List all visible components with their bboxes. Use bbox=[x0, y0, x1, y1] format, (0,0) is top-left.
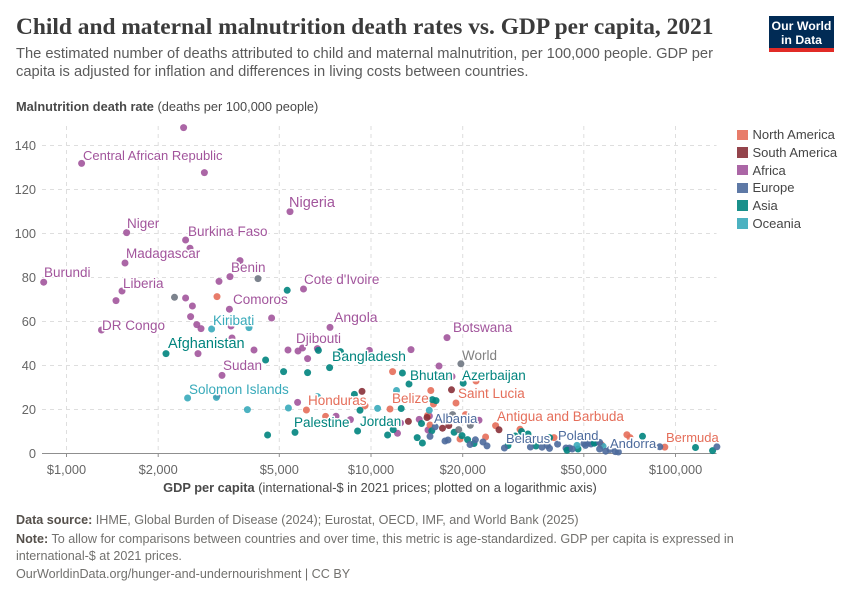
svg-text:Burundi: Burundi bbox=[44, 265, 91, 280]
svg-text:Azerbaijan: Azerbaijan bbox=[462, 368, 526, 383]
svg-text:$20,000: $20,000 bbox=[440, 462, 486, 477]
svg-text:Angola: Angola bbox=[334, 309, 378, 325]
svg-text:Sudan: Sudan bbox=[223, 358, 262, 373]
svg-text:Cote d'Ivoire: Cote d'Ivoire bbox=[304, 272, 379, 287]
svg-text:Nigeria: Nigeria bbox=[289, 195, 336, 211]
svg-text:$5,000: $5,000 bbox=[260, 462, 299, 477]
svg-text:Liberia: Liberia bbox=[123, 276, 164, 291]
svg-text:Bangladesh: Bangladesh bbox=[332, 348, 406, 364]
svg-text:80: 80 bbox=[22, 270, 36, 285]
svg-text:$10,000: $10,000 bbox=[348, 462, 394, 477]
svg-text:Burkina Faso: Burkina Faso bbox=[188, 224, 268, 239]
svg-text:60: 60 bbox=[22, 314, 36, 329]
svg-text:Poland: Poland bbox=[558, 428, 598, 443]
svg-text:DR Congo: DR Congo bbox=[102, 318, 165, 333]
svg-text:$1,000: $1,000 bbox=[47, 462, 86, 477]
svg-text:$50,000: $50,000 bbox=[561, 462, 607, 477]
svg-text:Palestine: Palestine bbox=[294, 415, 350, 430]
svg-text:120: 120 bbox=[15, 182, 36, 197]
svg-text:Comoros: Comoros bbox=[233, 292, 288, 307]
svg-text:20: 20 bbox=[22, 402, 36, 417]
svg-text:Saint Lucia: Saint Lucia bbox=[458, 386, 525, 401]
svg-text:Benin: Benin bbox=[231, 260, 266, 275]
svg-text:$2,000: $2,000 bbox=[139, 462, 178, 477]
svg-text:Belize: Belize bbox=[392, 391, 429, 406]
svg-text:Antigua and Barbuda: Antigua and Barbuda bbox=[497, 409, 624, 424]
svg-text:Albania: Albania bbox=[434, 411, 478, 426]
svg-text:Botswana: Botswana bbox=[453, 320, 513, 335]
svg-text:Andorra: Andorra bbox=[610, 436, 657, 451]
svg-text:Madagascar: Madagascar bbox=[126, 246, 201, 261]
svg-text:Honduras: Honduras bbox=[308, 393, 367, 408]
svg-text:Niger: Niger bbox=[127, 216, 160, 231]
svg-text:Jordan: Jordan bbox=[360, 414, 401, 429]
svg-text:Bermuda: Bermuda bbox=[666, 430, 720, 445]
svg-text:Kiribati: Kiribati bbox=[213, 313, 254, 328]
svg-text:$100,000: $100,000 bbox=[649, 462, 702, 477]
svg-text:Belarus: Belarus bbox=[506, 431, 551, 446]
svg-text:Central African Republic: Central African Republic bbox=[83, 148, 223, 163]
svg-text:Bhutan: Bhutan bbox=[410, 368, 453, 383]
svg-text:140: 140 bbox=[15, 138, 36, 153]
svg-text:0: 0 bbox=[29, 446, 36, 461]
svg-text:100: 100 bbox=[15, 226, 36, 241]
svg-text:Afghanistan: Afghanistan bbox=[168, 336, 245, 352]
svg-text:40: 40 bbox=[22, 358, 36, 373]
svg-text:Solomon Islands: Solomon Islands bbox=[189, 382, 289, 397]
svg-text:World: World bbox=[462, 348, 497, 363]
svg-text:Djibouti: Djibouti bbox=[296, 331, 341, 346]
